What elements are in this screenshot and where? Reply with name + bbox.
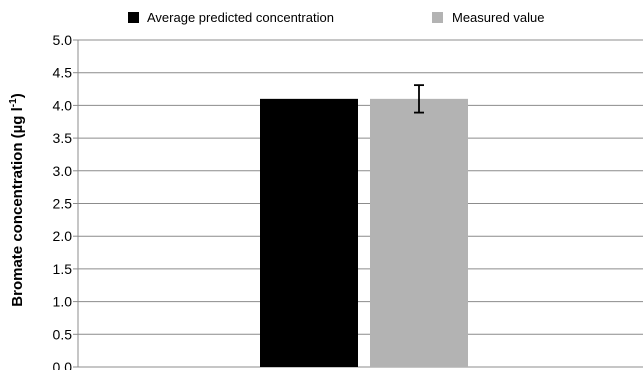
y-tick-label: 3.5 (53, 130, 73, 146)
y-axis-title-superscript: -1 (8, 98, 19, 107)
y-tick-label: 4.0 (53, 97, 73, 113)
y-tick-label: 5.0 (53, 32, 73, 48)
legend-swatch-average-predicted (128, 12, 139, 23)
legend: Average predicted concentration Measured… (128, 10, 545, 25)
y-tick-label: 1.0 (53, 294, 73, 310)
error-bars (414, 84, 424, 114)
y-axis-title-close: ) (9, 93, 26, 98)
bar-measured-value (370, 98, 468, 368)
y-tick-label: 1.5 (53, 261, 73, 277)
y-tick-label: 3.0 (53, 163, 73, 179)
y-tick-label: 0.5 (53, 326, 73, 342)
y-axis-title: Bromate concentration (µg l-1) (8, 93, 26, 306)
bar-average-predicted (260, 98, 358, 368)
legend-label-measured-value: Measured value (452, 10, 545, 25)
legend-swatch-measured-value (432, 12, 443, 23)
legend-label-average-predicted: Average predicted concentration (147, 10, 334, 25)
y-tick-label: 0.0 (53, 359, 73, 370)
y-tick-label: 4.5 (53, 65, 73, 81)
bars (260, 98, 468, 368)
y-gridlines (73, 39, 643, 368)
y-tick-label: 2.0 (53, 228, 73, 244)
y-axis-title-main: Bromate concentration (µg l (9, 107, 26, 307)
y-tick-labels: 0.0 0.5 1.0 1.5 2.0 2.5 3.0 3.5 4.0 4.5 5.0 (53, 32, 73, 370)
y-tick-label: 2.5 (53, 196, 73, 212)
